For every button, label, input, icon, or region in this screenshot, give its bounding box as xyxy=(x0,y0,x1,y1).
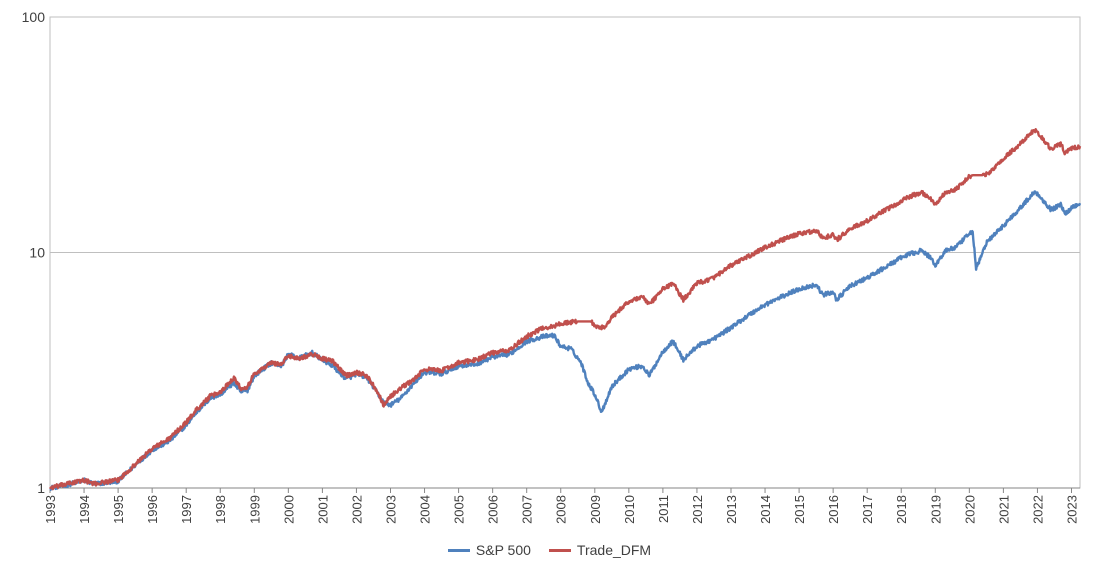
x-tick-label: 2022 xyxy=(1030,495,1045,524)
x-tick-label: 1995 xyxy=(111,495,126,524)
legend: S&P 500 Trade_DFM xyxy=(0,542,1099,558)
legend-label-trade-dfm: Trade_DFM xyxy=(576,542,652,558)
x-tick-label: 1999 xyxy=(247,495,262,524)
y-axis: 1 10 100 xyxy=(22,9,46,496)
x-tick-label: 2019 xyxy=(928,495,943,524)
x-tick-label: 1994 xyxy=(77,495,92,524)
legend-item-trade-dfm: Trade_DFM xyxy=(548,542,652,558)
x-tick-label: 2007 xyxy=(520,495,535,524)
x-tick-label: 2021 xyxy=(996,495,1011,524)
x-tick-label: 2000 xyxy=(281,495,296,524)
y-tick-label: 10 xyxy=(29,245,45,261)
x-tick-label: 2015 xyxy=(792,495,807,524)
x-axis: 1993 1994 1995 1996 1997 1998 1999 2000 2001 2002… xyxy=(43,488,1079,524)
x-tick-label: 2003 xyxy=(383,495,398,524)
x-tick-label: 2023 xyxy=(1064,495,1079,524)
series-line-trade-dfm xyxy=(49,127,1082,491)
x-tick-label: 2016 xyxy=(826,495,841,524)
x-tick-label: 2018 xyxy=(894,495,909,524)
x-tick-label: 2006 xyxy=(486,495,501,524)
x-tick-label: 2008 xyxy=(554,495,569,524)
x-tick-label: 1998 xyxy=(213,495,228,524)
legend-swatch-sp500 xyxy=(447,548,470,552)
x-tick-label: 2012 xyxy=(690,495,705,524)
x-tick-label: 1997 xyxy=(179,495,194,524)
series-lines xyxy=(49,127,1082,492)
x-tick-label: 1996 xyxy=(145,495,160,524)
x-tick-label: 2001 xyxy=(315,495,330,524)
x-tick-label: 2013 xyxy=(724,495,739,524)
y-tick-label: 1 xyxy=(37,480,45,496)
legend-swatch-trade-dfm xyxy=(548,548,571,552)
y-tick-label: 100 xyxy=(22,9,46,25)
x-tick-label: 2011 xyxy=(656,495,671,523)
x-tick-label: 2014 xyxy=(758,495,773,524)
x-tick-label: 2009 xyxy=(588,495,603,524)
legend-item-sp500: S&P 500 xyxy=(447,542,531,558)
series-line-sp500 xyxy=(49,190,1082,492)
x-tick-label: 2004 xyxy=(418,495,433,524)
x-tick-label: 2020 xyxy=(962,495,977,524)
legend-label-sp500: S&P 500 xyxy=(475,542,531,558)
x-tick-label: 2017 xyxy=(860,495,875,524)
x-tick-label: 1993 xyxy=(43,495,58,524)
x-tick-label: 2002 xyxy=(349,495,364,524)
x-tick-label: 2010 xyxy=(622,495,637,524)
x-tick-label: 2005 xyxy=(452,495,467,524)
